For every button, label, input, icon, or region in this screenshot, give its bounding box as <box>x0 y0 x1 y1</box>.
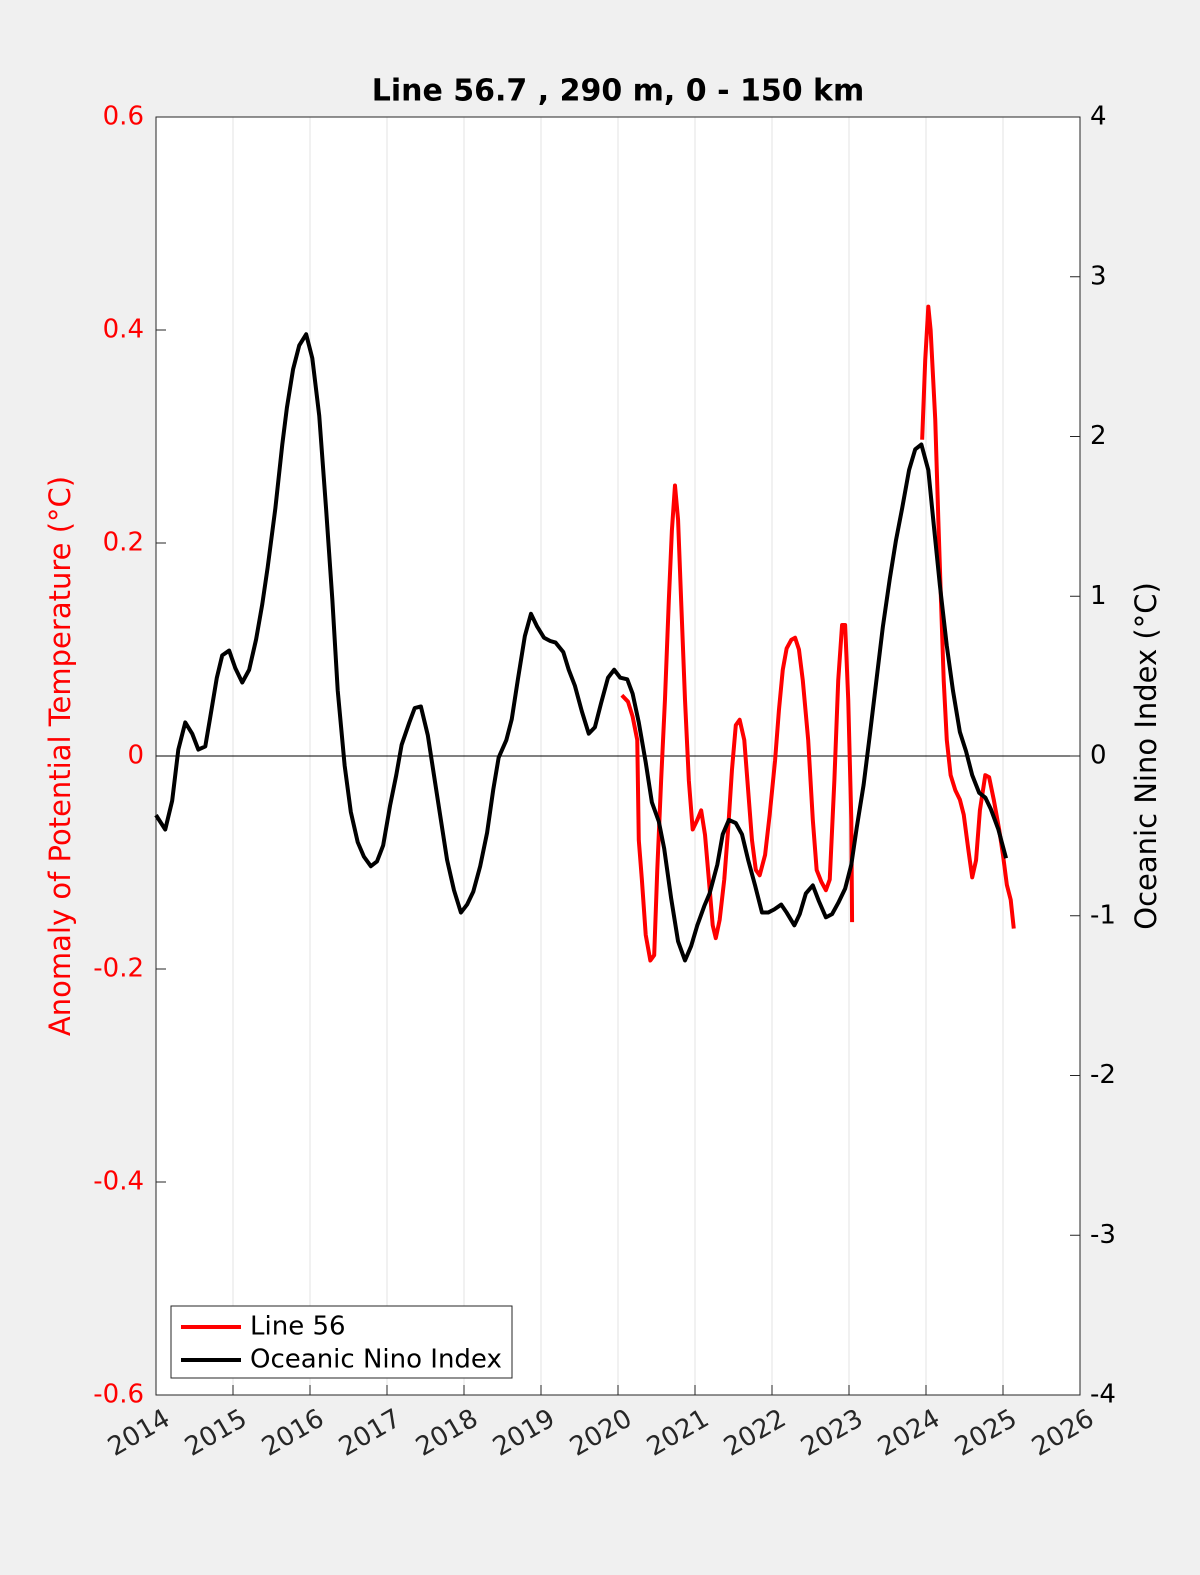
y2-tick-label: -2 <box>1090 1060 1116 1090</box>
y-axis-label: Anomaly of Potential Temperature (°C) <box>43 476 77 1036</box>
legend-label: Line 56 <box>250 1312 346 1342</box>
x-tick-label: 2014 <box>103 1404 175 1463</box>
y2-tick-label: -1 <box>1090 900 1116 930</box>
x-tick-label: 2023 <box>796 1404 868 1463</box>
chart-title: Line 56.7 , 290 m, 0 - 150 km <box>372 74 865 109</box>
y2-tick-label: -4 <box>1090 1380 1116 1410</box>
y2-tick-label: 3 <box>1090 261 1107 291</box>
x-tick-label: 2019 <box>488 1404 560 1463</box>
y2-tick-label: 2 <box>1090 421 1107 451</box>
y-tick-label: 0.2 <box>103 528 144 558</box>
x-tick-label: 2017 <box>334 1404 406 1463</box>
x-tick-label: 2025 <box>950 1404 1022 1463</box>
x-tick-label: 2020 <box>565 1404 637 1463</box>
x-tick-label: 2026 <box>1027 1404 1099 1463</box>
x-tick-label: 2021 <box>642 1404 714 1463</box>
y-tick-label: 0 <box>127 741 144 771</box>
y-tick-label: -0.4 <box>93 1167 144 1197</box>
y2-tick-label: 0 <box>1090 741 1107 771</box>
plot-border <box>155 116 1081 1396</box>
y2-tick-label: 1 <box>1090 581 1107 611</box>
y-tick-label: -0.6 <box>93 1380 144 1410</box>
legend-label: Oceanic Nino Index <box>250 1345 502 1375</box>
x-tick-label: 2022 <box>719 1404 791 1463</box>
legend-box <box>170 1305 513 1379</box>
x-tick-label: 2016 <box>257 1404 329 1463</box>
y2-tick-label: -3 <box>1090 1220 1116 1250</box>
series-line <box>154 332 1009 963</box>
x-tick-label: 2015 <box>180 1404 252 1463</box>
y-tick-label: 0.4 <box>103 315 144 345</box>
y-tick-label: -0.2 <box>93 954 144 984</box>
y2-axis-label: Oceanic Nino Index (°C) <box>1129 582 1163 930</box>
x-tick-label: 2018 <box>411 1404 483 1463</box>
x-tick-label: 2024 <box>873 1404 945 1463</box>
y2-tick-label: 4 <box>1090 102 1107 132</box>
y-tick-label: 0.6 <box>103 102 144 132</box>
